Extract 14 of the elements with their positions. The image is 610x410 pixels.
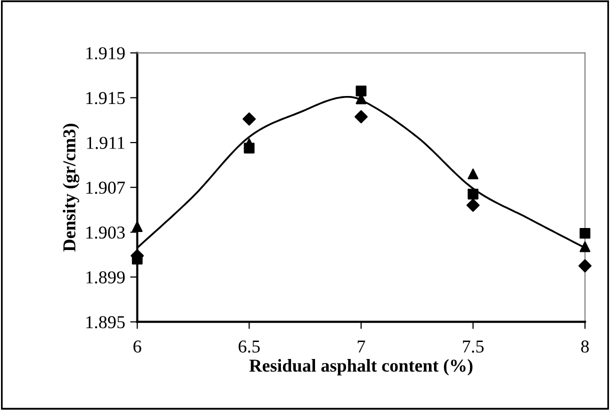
y-tick-label: 1.895: [86, 316, 125, 328]
x-tick-label: 7: [358, 340, 366, 352]
x-tick-label: 7.5: [462, 340, 484, 353]
y-tick-label: 1.899: [86, 271, 125, 284]
x-axis-title: Residual asphalt content (%): [249, 359, 472, 376]
x-tick-label: 8: [581, 340, 589, 353]
x-tick-label: 6.5: [238, 340, 260, 353]
x-tick-label: 6: [134, 340, 142, 353]
y-axis-title: Density (gr/cm3): [62, 124, 80, 252]
y-tick-label: 1.911: [87, 136, 124, 150]
y-tick-label: 1.915: [86, 92, 125, 104]
y-tick-label: 1.907: [86, 182, 125, 194]
y-tick-label: 1.919: [86, 47, 125, 60]
y-tick-label: 1.903: [86, 226, 125, 239]
